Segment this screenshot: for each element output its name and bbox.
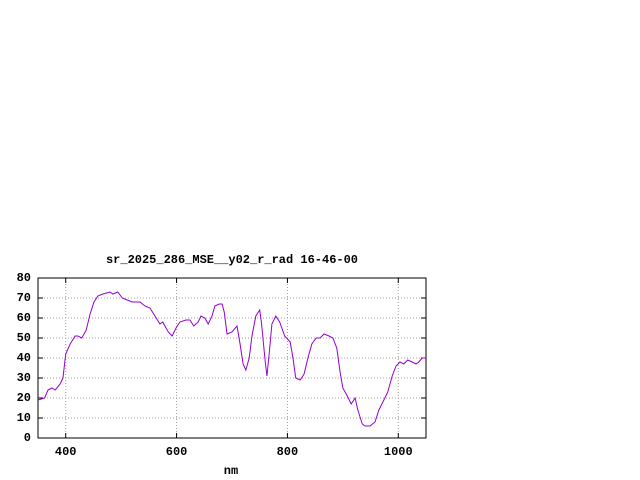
y-tick-label: 80 bbox=[17, 271, 31, 285]
x-tick-label: 600 bbox=[166, 445, 188, 459]
x-tick-label: 800 bbox=[277, 445, 299, 459]
y-tick-label: 10 bbox=[17, 411, 31, 425]
y-tick-label: 40 bbox=[17, 351, 31, 365]
x-tick-label: 400 bbox=[55, 445, 77, 459]
x-tick-label: 1000 bbox=[384, 445, 413, 459]
y-tick-label: 50 bbox=[17, 331, 31, 345]
x-axis-label: nm bbox=[224, 464, 238, 478]
y-tick-label: 30 bbox=[17, 371, 31, 385]
y-tick-label: 70 bbox=[17, 291, 31, 305]
y-tick-label: 20 bbox=[17, 391, 31, 405]
plot-border bbox=[37, 277, 427, 439]
y-tick-label: 0 bbox=[24, 431, 31, 445]
data-line bbox=[37, 291, 426, 427]
chart-title: sr_2025_286_MSE__y02_r_rad 16-46-00 bbox=[106, 253, 358, 267]
y-tick-label: 60 bbox=[17, 311, 31, 325]
